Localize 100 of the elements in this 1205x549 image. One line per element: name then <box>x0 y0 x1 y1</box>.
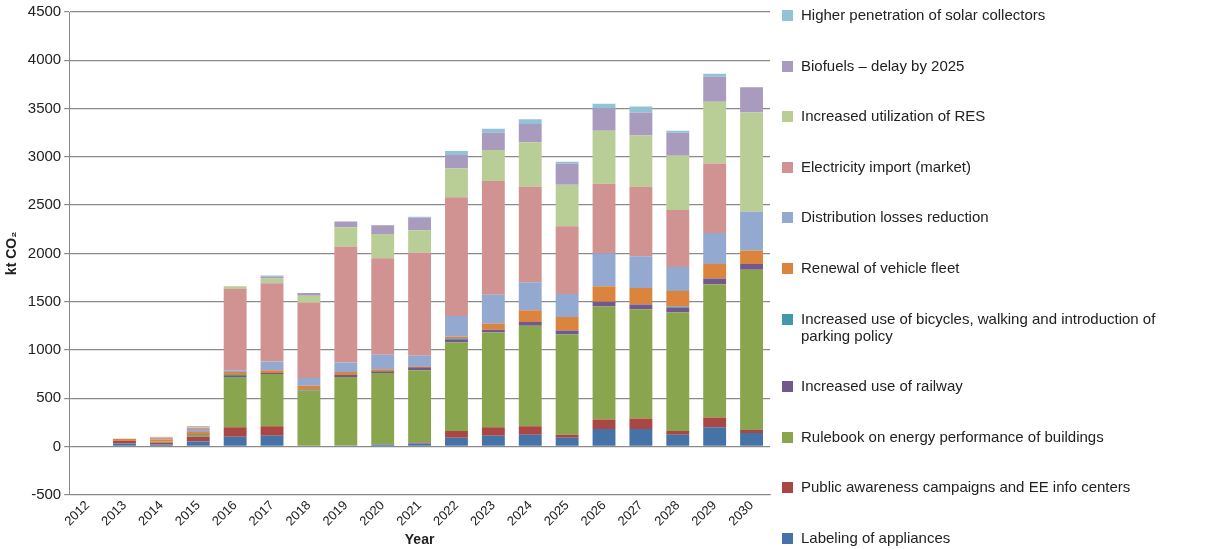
bar <box>555 226 579 294</box>
bar <box>481 294 505 324</box>
bar <box>666 209 690 267</box>
bar <box>592 306 616 420</box>
bar <box>703 233 727 264</box>
bar <box>592 108 616 131</box>
bar <box>555 293 579 318</box>
bar <box>518 325 542 427</box>
bar <box>518 310 542 322</box>
bar <box>186 436 210 442</box>
bar <box>666 307 690 313</box>
legend-label: Higher penetration of solar collectors <box>801 6 1046 23</box>
legend-label: Biofuels – delay by 2025 <box>801 56 965 74</box>
legend-label: Renewal of vehicle fleet <box>801 258 960 276</box>
bar <box>481 332 505 428</box>
bar <box>740 263 763 270</box>
bar <box>629 186 653 257</box>
bar <box>481 427 505 436</box>
bar <box>445 437 468 446</box>
bar <box>518 434 542 446</box>
y-tick-label: 500 <box>36 388 62 406</box>
bar <box>260 283 284 362</box>
bar <box>703 76 727 102</box>
bar <box>260 278 284 284</box>
bar <box>445 197 468 317</box>
bar <box>223 289 247 371</box>
bar <box>666 155 690 210</box>
bar <box>592 419 616 430</box>
legend-label: Electricity import (market) <box>801 157 972 175</box>
bar <box>555 317 579 331</box>
bar <box>740 250 763 264</box>
bar <box>629 429 653 446</box>
bar <box>481 435 505 446</box>
bar <box>666 431 690 435</box>
bar <box>629 135 653 187</box>
bar <box>445 154 468 169</box>
bar <box>592 286 616 302</box>
y-tick-label: -500 <box>31 484 62 502</box>
bar <box>629 112 653 136</box>
bar <box>740 211 763 251</box>
bar <box>223 427 247 437</box>
bar <box>555 184 579 227</box>
bar <box>481 180 505 295</box>
y-tick-label: 4000 <box>27 50 62 68</box>
y-tick-label: 4500 <box>27 2 62 20</box>
legend-label: Increased utilization of RES <box>801 107 986 125</box>
bar <box>740 269 763 431</box>
bar <box>260 374 284 427</box>
bar <box>740 430 763 433</box>
bar <box>408 217 432 231</box>
y-tick-label: 1000 <box>27 340 62 358</box>
bar <box>703 263 727 279</box>
legend-label: Labeling of appliances <box>801 528 951 546</box>
bar <box>334 376 358 446</box>
bar <box>518 321 542 326</box>
bar <box>334 246 358 363</box>
bar <box>592 130 616 184</box>
bar <box>408 370 432 443</box>
bar <box>408 230 432 253</box>
bar <box>666 291 690 307</box>
bar <box>186 441 210 446</box>
bar <box>555 163 579 185</box>
y-tick-label: 3500 <box>27 98 62 116</box>
bar <box>445 151 468 155</box>
bar <box>703 73 727 77</box>
bar <box>592 103 616 109</box>
bar <box>592 183 616 254</box>
bar <box>297 377 321 386</box>
bar <box>518 119 542 124</box>
bar <box>223 376 247 428</box>
bar <box>297 302 321 378</box>
bar <box>445 431 468 438</box>
bar <box>703 417 727 428</box>
bar <box>445 316 468 337</box>
bar <box>703 427 727 446</box>
bar <box>555 334 579 435</box>
bar <box>371 373 395 445</box>
x-axis-title: Year <box>404 531 435 548</box>
bar <box>260 435 284 446</box>
bar <box>334 227 358 247</box>
bar <box>260 361 284 371</box>
bar <box>740 112 763 212</box>
bar <box>408 355 432 367</box>
bar <box>666 434 690 446</box>
bar <box>629 309 653 419</box>
bar <box>518 186 542 283</box>
bar <box>481 128 505 133</box>
bar <box>703 101 727 164</box>
bar <box>666 312 690 431</box>
bar <box>703 163 727 234</box>
bar <box>297 390 321 446</box>
bar <box>297 295 321 303</box>
bar <box>481 329 505 333</box>
bar <box>223 436 247 446</box>
bar <box>629 288 653 305</box>
bar <box>666 266 690 292</box>
bar <box>518 123 542 143</box>
bar <box>445 168 468 198</box>
bar <box>481 323 505 330</box>
bar <box>592 253 616 287</box>
